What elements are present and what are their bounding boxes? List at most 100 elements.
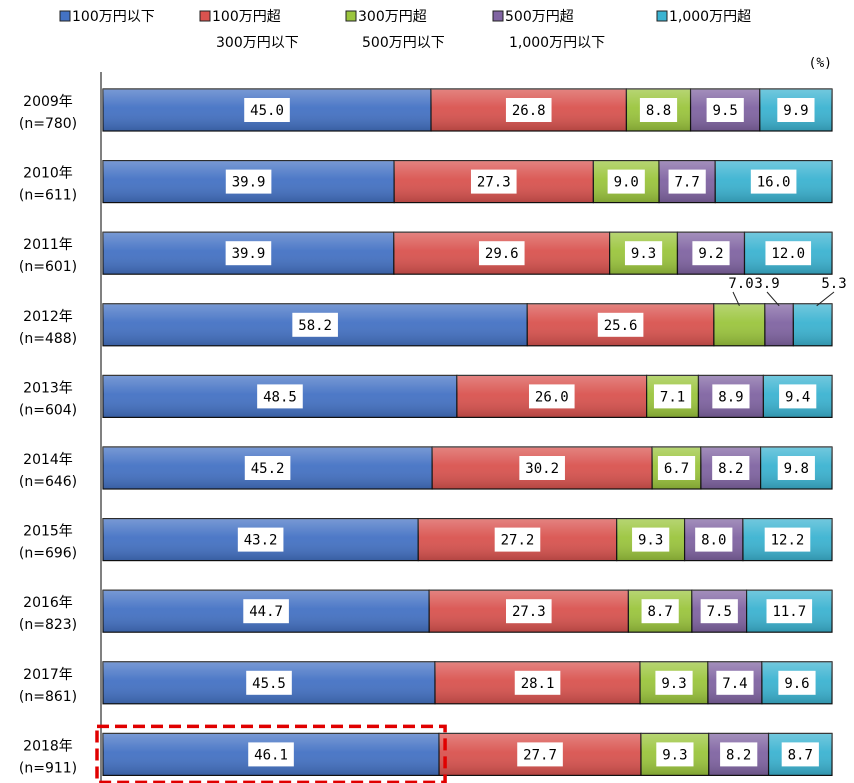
category-n-label: (n=646) — [19, 474, 77, 490]
value-label: 7.4 — [722, 676, 747, 692]
value-label-bg — [225, 169, 272, 194]
value-label: 8.8 — [646, 103, 671, 119]
legend: 100万円以下 100万円超 300万円以下 300万円超 500万円以下 500万円超 1… — [59, 9, 751, 51]
value-label: 29.6 — [485, 246, 519, 262]
value-label: 9.3 — [661, 676, 686, 692]
value-label: 48.5 — [263, 389, 297, 405]
value-label-bg — [257, 384, 303, 409]
value-label-bg — [712, 456, 750, 480]
category-n-label: (n=911) — [19, 760, 77, 776]
bar-segment-shade — [713, 303, 765, 346]
value-label: 7.7 — [675, 175, 700, 191]
category-n-label: (n=604) — [19, 402, 77, 418]
legend-label: 1,000万円超 — [669, 9, 751, 25]
leader-line — [816, 291, 835, 307]
value-label-bg — [632, 527, 670, 552]
legend-label: 100万円超 — [212, 9, 281, 25]
value-label: 43.2 — [244, 533, 278, 549]
value-label: 8.7 — [788, 747, 813, 763]
bar-segment-shade — [793, 303, 832, 346]
value-label-bg — [695, 527, 733, 552]
category-n-label: (n=780) — [19, 116, 77, 132]
value-label-bg — [478, 241, 525, 266]
value-label: 9.8 — [784, 461, 809, 477]
value-label: 7.0 — [728, 276, 753, 292]
legend-item: 500万円超 1,000万円以下 — [492, 9, 605, 51]
category-year-label: 2009年 — [23, 94, 73, 110]
value-label: 9.3 — [638, 533, 663, 549]
value-label-bg — [246, 670, 292, 695]
value-label-bg — [505, 98, 552, 122]
value-label: 27.2 — [501, 533, 535, 549]
value-label: 39.9 — [232, 246, 266, 262]
value-label: 26.8 — [512, 103, 546, 119]
legend-label-line2: 1,000万円以下 — [509, 35, 605, 51]
value-label-bg — [653, 384, 692, 409]
category-year-label: 2015年 — [23, 524, 73, 540]
value-label-bg — [764, 527, 811, 552]
value-label: 26.0 — [535, 389, 569, 405]
legend-swatch — [59, 10, 71, 22]
category-n-label: (n=823) — [19, 617, 77, 633]
category-year-label: 2013年 — [23, 380, 73, 396]
category-year-label: 2016年 — [23, 595, 73, 611]
unit-label: (%) — [809, 56, 832, 71]
legend-item: 300万円超 500万円以下 — [345, 9, 445, 51]
value-label: 27.7 — [523, 747, 557, 763]
value-label: 8.2 — [718, 461, 743, 477]
category-year-label: 2017年 — [23, 667, 73, 683]
value-label: 44.7 — [249, 604, 283, 620]
value-label-bg — [519, 456, 565, 480]
value-label-bg — [237, 527, 284, 552]
value-label: 28.1 — [521, 676, 555, 692]
value-label: 27.3 — [477, 175, 511, 191]
leader-lines — [732, 291, 835, 307]
value-label-bg — [514, 670, 561, 695]
category-year-label: 2011年 — [23, 237, 73, 253]
value-label-bg — [706, 98, 744, 122]
value-label: 7.5 — [707, 604, 732, 620]
legend-label: 500万円超 — [505, 9, 574, 25]
value-label: 9.3 — [662, 747, 687, 763]
value-label-bg — [720, 742, 758, 767]
value-label-bg — [244, 98, 290, 122]
value-label-bg — [248, 742, 294, 767]
value-label: 9.3 — [631, 246, 656, 262]
value-label: 58.2 — [298, 318, 332, 334]
value-label-bg — [656, 742, 694, 767]
value-label-bg — [607, 169, 645, 194]
legend-label-line2: 300万円以下 — [216, 35, 299, 51]
value-label: 7.1 — [660, 389, 685, 405]
value-label-bg — [750, 169, 797, 194]
leader-line — [766, 291, 780, 307]
value-label: 3.9 — [754, 276, 779, 292]
value-label-bg — [528, 384, 575, 409]
value-label: 45.2 — [251, 461, 285, 477]
legend-label-line2: 500万円以下 — [362, 35, 445, 51]
value-label: 30.2 — [525, 461, 559, 477]
value-label: 5.3 — [821, 276, 846, 292]
value-label: 9.9 — [783, 103, 808, 119]
value-label-bg — [766, 599, 813, 624]
value-label: 8.9 — [718, 389, 743, 405]
value-label-bg — [668, 169, 706, 194]
value-label: 45.5 — [252, 676, 286, 692]
category-labels: 2009年 (n=780) 2010年 (n=611) 2011年 (n=601) 2012… — [19, 94, 77, 776]
value-label-bg — [765, 241, 812, 266]
value-label-bg — [624, 241, 663, 266]
value-label-bg — [244, 456, 291, 480]
value-label: 46.1 — [254, 747, 288, 763]
legend-label: 300万円超 — [358, 9, 427, 25]
value-label: 16.0 — [757, 175, 791, 191]
category-year-label: 2018年 — [23, 738, 73, 754]
value-label-bg — [517, 742, 563, 767]
value-labels: 45.0 26.8 8.8 9.5 9.9 39.9 27.3 9.0 7.7 16.0 39.9 2… — [225, 98, 847, 767]
legend-swatch — [492, 10, 504, 22]
category-n-label: (n=611) — [19, 188, 77, 204]
value-label-bg — [641, 599, 679, 624]
value-label-bg — [778, 670, 816, 695]
value-label: 6.7 — [664, 461, 689, 477]
value-label-bg — [597, 312, 644, 337]
value-label: 11.7 — [772, 604, 806, 620]
